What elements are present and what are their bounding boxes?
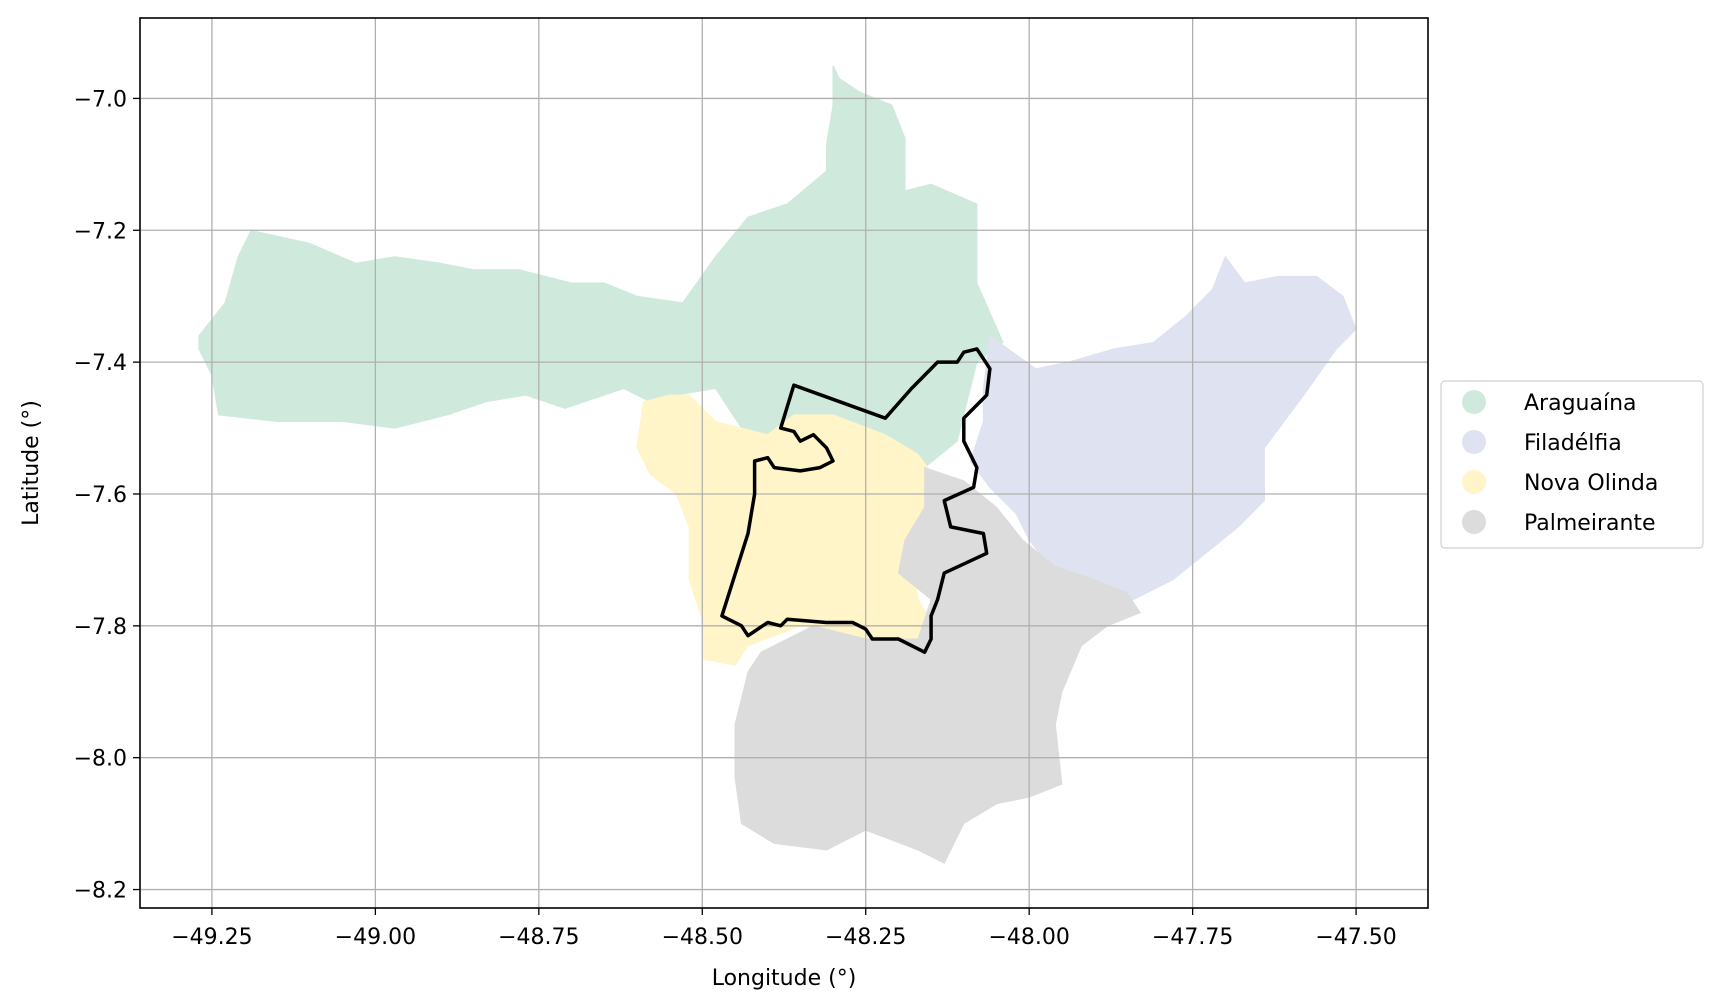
x-tick-label: −49.25 <box>171 925 252 950</box>
legend-marker-filadelfia <box>1462 430 1486 454</box>
y-tick-label: −7.0 <box>74 87 127 112</box>
y-tick-label: −7.4 <box>74 351 127 376</box>
regions-layer <box>198 65 1357 864</box>
ticks-layer: −49.25 −49.00 −48.75 −48.50 −48.25 −48.00 −47.… <box>74 87 1397 950</box>
region-araguaina <box>198 65 1004 469</box>
legend: Araguaína Filadélfia Nova Olinda Palmeirant… <box>1440 380 1704 549</box>
y-tick-label: −8.2 <box>74 879 127 904</box>
x-axis-title: Longitude (°) <box>712 966 857 991</box>
legend-label-araguaina: Araguaína <box>1524 391 1637 416</box>
legend-box <box>1440 380 1704 549</box>
outline-layer <box>720 347 992 654</box>
plot-frame <box>139 17 1429 909</box>
legend-marker-palmeirante <box>1462 510 1486 534</box>
highlighted-area-outline <box>720 347 992 654</box>
legend-label-filadelfia: Filadélfia <box>1524 431 1622 456</box>
y-tick-label: −8.0 <box>74 747 127 772</box>
x-tick-label: −48.75 <box>498 925 579 950</box>
y-axis-title: Latitude (°) <box>19 400 44 526</box>
x-tick-label: −48.25 <box>825 925 906 950</box>
x-tick-label: −48.50 <box>662 925 743 950</box>
legend-marker-nova-olinda <box>1462 470 1486 494</box>
region-filadelfia <box>969 255 1357 600</box>
y-tick-label: −7.8 <box>74 615 127 640</box>
x-tick-label: −47.50 <box>1315 925 1396 950</box>
legend-marker-araguaina <box>1462 390 1486 414</box>
x-tick-label: −49.00 <box>335 925 416 950</box>
x-tick-label: −47.75 <box>1152 925 1233 950</box>
x-tick-label: −48.00 <box>988 925 1069 950</box>
legend-label-nova-olinda: Nova Olinda <box>1524 471 1658 496</box>
grid-layer <box>140 18 1428 908</box>
y-tick-label: −7.2 <box>74 219 127 244</box>
y-tick-label: −7.6 <box>74 483 127 508</box>
legend-label-palmeirante: Palmeirante <box>1524 511 1656 536</box>
